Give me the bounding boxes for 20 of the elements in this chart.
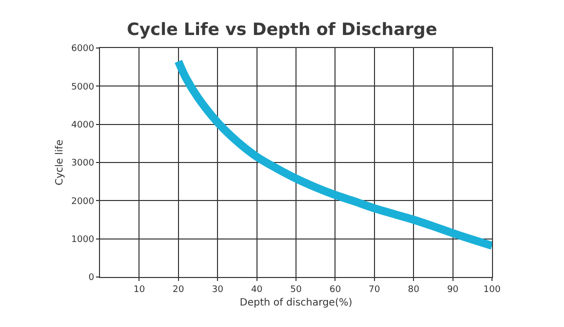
x-tick-label: 30: [212, 284, 224, 295]
chart-title: Cycle Life vs Depth of Discharge: [126, 20, 438, 40]
x-tick-label: 70: [368, 284, 380, 295]
x-tick-label: 10: [133, 284, 146, 295]
x-axis-title: Depth of discharge(%): [240, 297, 352, 308]
y-tick-label: 2000: [71, 196, 94, 207]
x-tick-label: 50: [290, 284, 302, 295]
x-tick-label: 80: [408, 284, 420, 295]
y-tick-label: 1000: [71, 234, 94, 245]
y-tick-label: 0: [88, 273, 94, 284]
y-tick-label: 6000: [71, 44, 94, 54]
y-tick-label: 4000: [71, 120, 94, 130]
y-tick-label: 3000: [71, 158, 94, 169]
x-tick-label: 90: [447, 284, 459, 295]
x-tick-label: 100: [483, 284, 501, 295]
x-tick-label: 60: [329, 284, 342, 295]
x-tick-label: 40: [251, 284, 263, 295]
y-axis-title: Cycle life: [54, 140, 66, 186]
y-tick-label: 5000: [71, 82, 94, 92]
x-tick-label: 20: [172, 284, 184, 295]
